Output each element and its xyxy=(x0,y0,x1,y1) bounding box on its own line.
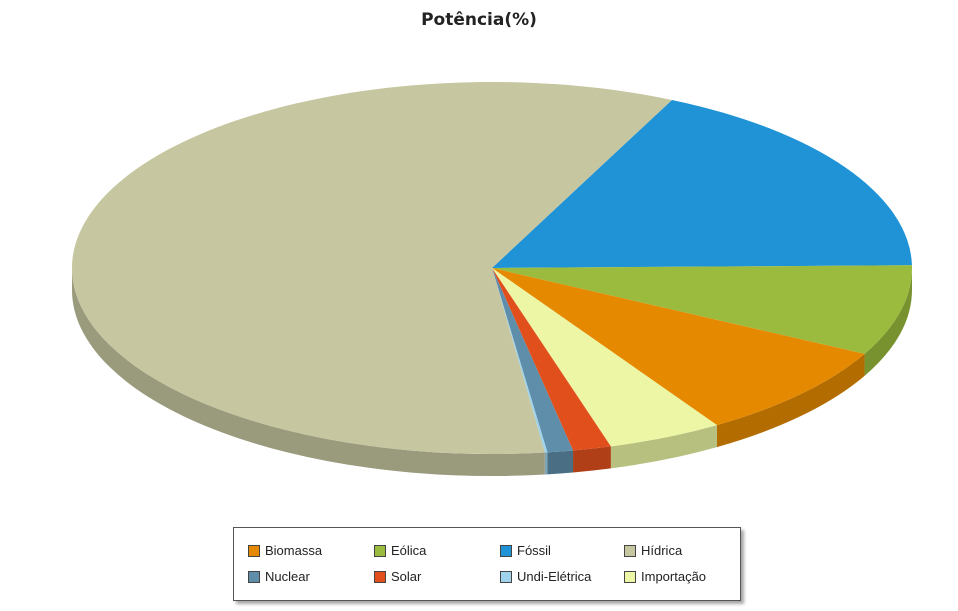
pie-side-hidrica xyxy=(72,268,545,476)
legend-label: Undi-Elétrica xyxy=(517,569,592,584)
legend-item-hidrica: Hídrica xyxy=(624,543,682,558)
legend-label: Solar xyxy=(391,569,422,584)
pie-slice-hidrica xyxy=(72,81,672,455)
pie-top-layer xyxy=(72,81,913,455)
pie-side-undi-eletrica xyxy=(544,452,548,475)
legend-swatch xyxy=(248,570,260,583)
legend-label: Hídrica xyxy=(641,543,683,558)
legend-label: Biomassa xyxy=(265,543,323,558)
pie-side-biomassa xyxy=(716,353,865,448)
pie-chart xyxy=(72,81,913,476)
legend-swatch xyxy=(624,544,636,557)
legend-label: Fóssil xyxy=(517,543,551,558)
pie-side-solar xyxy=(573,446,611,473)
legend-item-nuclear: Nuclear xyxy=(248,569,310,584)
legend: Biomassa Eólica Fóssil Hídrica Nuclear Solar U… xyxy=(233,527,741,601)
pie-side-eolica xyxy=(864,268,912,376)
pie-side-importacao xyxy=(610,425,717,469)
pie-slice-biomassa xyxy=(492,268,865,426)
chart-title: Potência(%) xyxy=(421,10,537,30)
legend-item-biomassa: Biomassa xyxy=(248,543,322,558)
pie-slice-nuclear xyxy=(492,268,574,453)
legend-swatch xyxy=(500,570,512,583)
legend-swatch xyxy=(374,570,386,583)
pie-slice-importacao xyxy=(492,268,717,447)
legend-label: Eólica xyxy=(391,543,427,558)
legend-item-importacao: Importação xyxy=(624,569,706,584)
pie-depth-layer xyxy=(72,268,912,476)
legend-item-eolica: Eólica xyxy=(374,543,426,558)
legend-label: Nuclear xyxy=(265,569,310,584)
pie-slice-eolica xyxy=(492,265,913,354)
legend-swatch xyxy=(248,544,260,557)
pie-slice-solar xyxy=(492,268,611,451)
legend-item-undi-eletrica: Undi-Elétrica xyxy=(500,569,591,584)
pie-slice-fossil xyxy=(492,99,912,268)
legend-swatch xyxy=(500,544,512,557)
legend-label: Importação xyxy=(641,569,707,584)
pie-slice-undi-eletrica xyxy=(492,268,548,453)
legend-item-solar: Solar xyxy=(374,569,421,584)
pie-side-nuclear xyxy=(547,450,574,475)
legend-swatch xyxy=(374,544,386,557)
legend-item-fossil: Fóssil xyxy=(500,543,551,558)
legend-swatch xyxy=(624,570,636,583)
